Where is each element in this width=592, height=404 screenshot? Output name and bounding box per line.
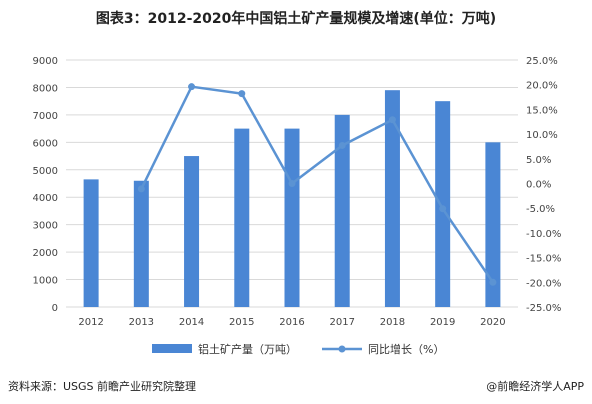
y2-tick-label: -25.0% (526, 303, 561, 314)
x-tick-label: 2019 (430, 317, 455, 328)
chart-title: 图表3：2012-2020年中国铝土矿产量规模及增速(单位：万吨) (95, 11, 497, 27)
growth-point (188, 83, 196, 91)
y-tick-label: 4000 (33, 193, 58, 204)
growth-line (140, 85, 494, 284)
x-tick-label: 2018 (380, 317, 405, 328)
y-tick-label: 6000 (33, 138, 58, 149)
x-tick-label: 2015 (229, 317, 254, 328)
bar (384, 90, 400, 307)
x-tick-label: 2012 (78, 317, 103, 328)
y2-tick-label: 20.0% (526, 81, 558, 92)
x-tick-label: 2013 (129, 317, 154, 328)
bar (83, 179, 99, 307)
growth-point (489, 278, 497, 286)
source-note: 资料来源：USGS 前瞻产业研究院整理 (8, 380, 197, 393)
x-tick-label: 2016 (279, 317, 304, 328)
y2-tick-label: 0.0% (526, 180, 551, 191)
legend-label-bar: 铝土矿产量（万吨） (198, 342, 297, 356)
y2-tick-label: 5.0% (526, 155, 551, 166)
y-tick-label: 1000 (33, 276, 58, 287)
y2-tick-label: 25.0% (526, 56, 558, 67)
brand-label: @前瞻经济学人APP (486, 380, 584, 393)
growth-point (288, 180, 296, 187)
bar (435, 101, 451, 308)
bar (334, 114, 350, 307)
bar (485, 142, 501, 307)
y-tick-label: 7000 (33, 111, 58, 122)
growth-point (388, 116, 396, 124)
x-tick-label: 2014 (179, 317, 204, 328)
y-tick-label: 9000 (33, 56, 58, 67)
y-tick-label: 5000 (33, 166, 58, 177)
legend-marker-line (338, 345, 346, 353)
growth-point (137, 185, 145, 193)
y2-tick-label: 10.0% (526, 130, 558, 141)
legend-swatch-bar (152, 344, 192, 353)
y-tick-label: 0 (52, 303, 58, 314)
growth-point (238, 90, 246, 98)
legend-label-line: 同比增长（%） (368, 342, 444, 356)
y-tick-label: 3000 (33, 221, 58, 232)
y2-tick-label: -5.0% (526, 204, 555, 215)
y-tick-label: 2000 (33, 248, 58, 259)
bar (133, 180, 149, 307)
growth-point (338, 141, 346, 149)
y2-tick-label: -10.0% (526, 229, 561, 240)
x-tick-label: 2017 (329, 317, 354, 328)
y-tick-label: 8000 (33, 83, 58, 94)
bar (284, 128, 300, 307)
growth-point (439, 205, 447, 213)
y2-tick-label: -15.0% (526, 254, 561, 265)
y2-tick-label: 15.0% (526, 105, 558, 116)
bar (234, 128, 250, 307)
y2-tick-label: -20.0% (526, 278, 561, 289)
x-tick-label: 2020 (480, 317, 505, 328)
bar (184, 156, 200, 307)
